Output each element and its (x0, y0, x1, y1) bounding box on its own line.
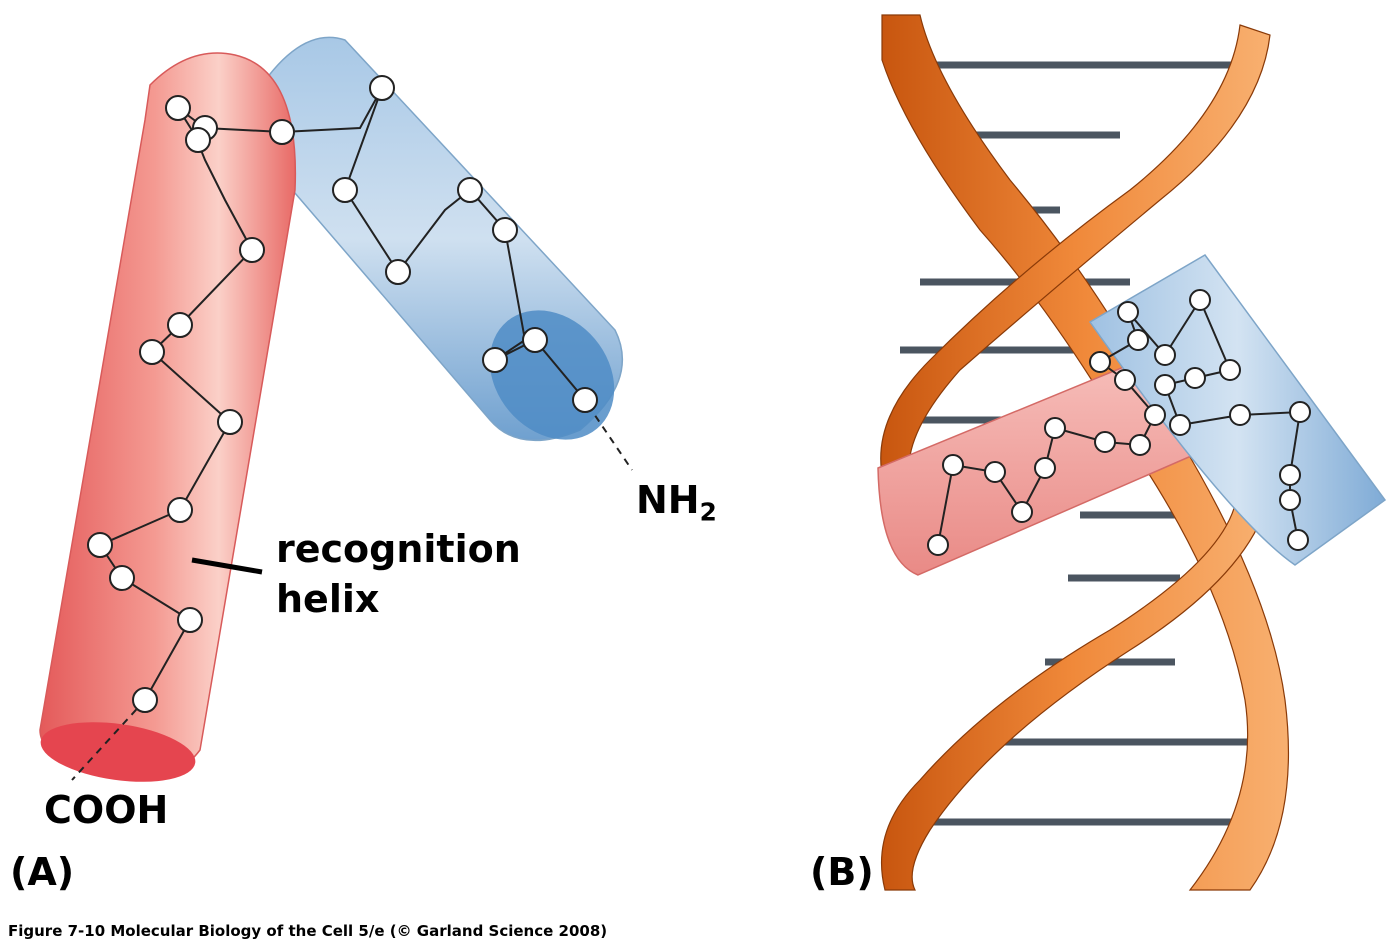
cooh-label: COOH (44, 788, 169, 832)
nh2-label: NH2 (636, 478, 717, 526)
residues-b (927, 289, 1311, 556)
panel-b-label: (B) (810, 850, 874, 894)
recognition-helix-line1: recognition (276, 527, 521, 571)
figure-caption: Figure 7-10 Molecular Biology of the Cel… (8, 922, 608, 940)
panel-b-diagram (877, 14, 1387, 891)
panel-a-diagram (39, 36, 633, 782)
nh2-text: NH (636, 478, 700, 522)
recognition-helix-label: recognition helix (276, 524, 521, 624)
red-helix-a (39, 52, 297, 782)
residues-a (87, 75, 598, 713)
recognition-helix-line2: helix (276, 577, 380, 621)
panel-a-label: (A) (10, 850, 75, 894)
nh2-dashed-line (587, 404, 633, 471)
dna-strand-2-lower (880, 504, 1266, 891)
recognition-helix-pointer (191, 557, 263, 575)
cooh-dashed-line (71, 699, 146, 781)
nh2-subscript: 2 (699, 497, 717, 527)
